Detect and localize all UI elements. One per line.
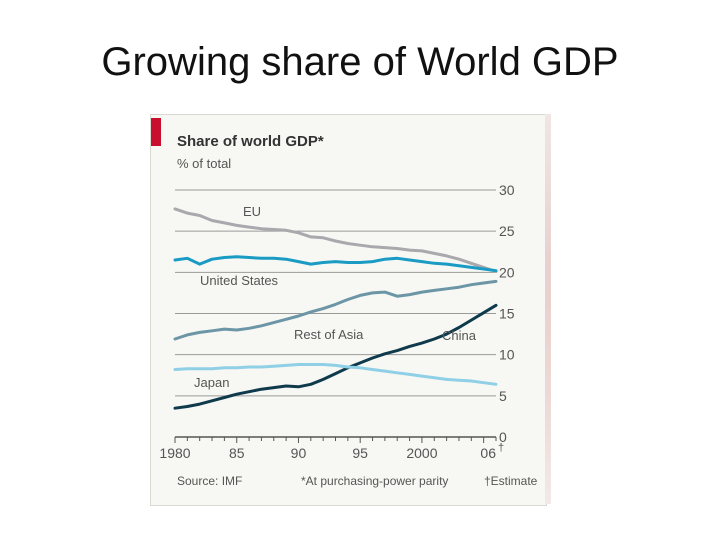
y-tick-label: 10 [499, 347, 515, 363]
x-tick-label: 06 [480, 445, 496, 461]
slide-title: Growing share of World GDP [101, 40, 619, 84]
line-chart: Share of world GDP* % of total 0 5 10 15 20 2… [151, 118, 538, 488]
series-lines [173, 207, 498, 410]
series-label-united-states: United States [200, 273, 279, 288]
x-tick-label: 2000 [406, 445, 437, 461]
y-tick-label: 25 [499, 223, 515, 239]
chart-subtitle: % of total [177, 156, 231, 171]
source-note: Source: IMF [177, 474, 242, 488]
y-tick-label: 30 [499, 182, 515, 198]
series-label-rest-of-asia: Rest of Asia [294, 327, 364, 342]
x-tick-marker: † [498, 442, 504, 454]
series-label-eu: EU [243, 204, 261, 219]
chart-panel: Share of world GDP* % of total 0 5 10 15 20 2… [150, 114, 547, 506]
x-tick-label: 90 [291, 445, 307, 461]
series-line-united-states [173, 255, 498, 273]
x-axis: 1980 85 90 95 2000 06 † [159, 436, 504, 461]
x-tick-label: 1980 [159, 445, 190, 461]
footnote: *At purchasing-power parity [301, 474, 448, 488]
y-tick-label: 20 [499, 264, 515, 280]
background-photo-strip [545, 114, 551, 504]
series-line-eu [173, 207, 498, 273]
chart-title: Share of world GDP* [177, 133, 324, 150]
gridlines [175, 189, 496, 397]
series-label-china: China [442, 328, 477, 343]
accent-bar [151, 118, 161, 146]
series-line-china [173, 303, 498, 410]
y-tick-label: 0 [499, 429, 507, 445]
series-label-japan: Japan [194, 375, 229, 390]
estimate-note: †Estimate [484, 474, 538, 488]
y-tick-label: 15 [499, 306, 515, 322]
x-tick-label: 85 [229, 445, 245, 461]
y-tick-label: 5 [499, 388, 507, 404]
y-axis-ticks: 0 5 10 15 20 25 30 [499, 182, 515, 445]
x-tick-label: 95 [352, 445, 368, 461]
series-line-rest-of-asia [173, 279, 498, 341]
series-line-japan [173, 363, 498, 386]
